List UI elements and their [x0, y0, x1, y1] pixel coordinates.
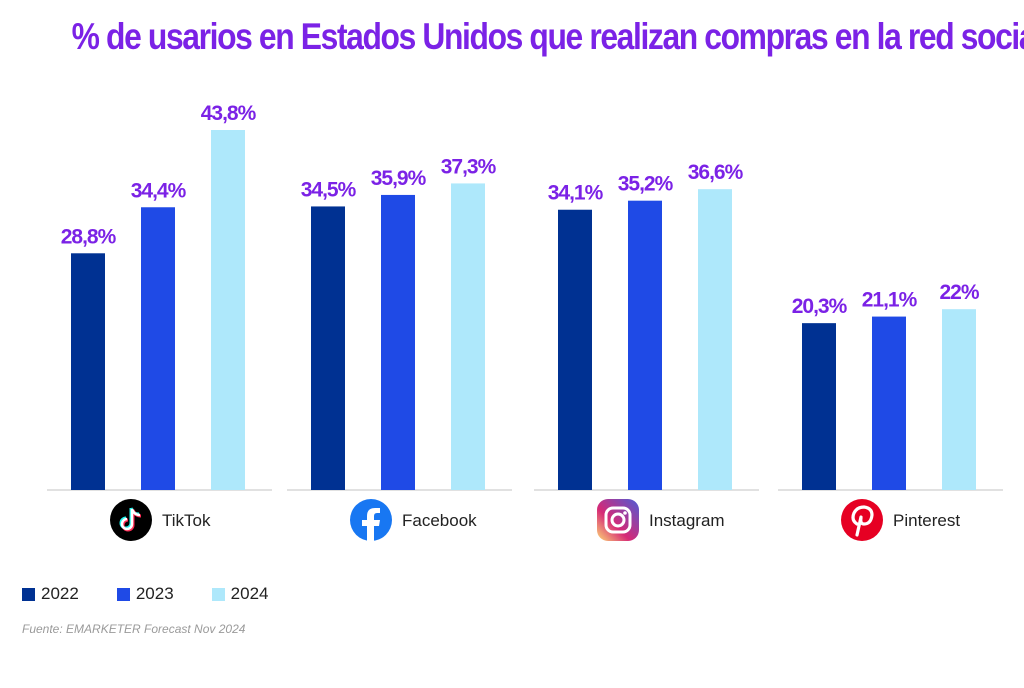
chart-title: % de usarios en Estados Unidos que reali… — [71, 16, 1024, 57]
bar-instagram-2024 — [698, 189, 732, 490]
facebook-icon — [350, 499, 392, 541]
category-label-tiktok: TikTok — [162, 511, 211, 530]
legend-label-2023: 2023 — [135, 584, 174, 603]
bar-pinterest-2022 — [802, 323, 836, 490]
bar-instagram-2023 — [628, 200, 662, 490]
value-label-tiktok-2024: 43,8% — [201, 102, 257, 125]
bar-tiktok-2022 — [71, 253, 105, 490]
legend: 2022 2023 2024 — [22, 584, 306, 604]
instagram-icon — [597, 499, 639, 541]
value-label-facebook-2023: 35,9% — [371, 167, 427, 190]
value-label-layer: 28,8% 34,4% 43,8% 34,5% 35,9% 37,3% 34,1% 35,2%… — [61, 102, 981, 318]
value-label-pinterest-2023: 21,1% — [862, 289, 918, 312]
bar-facebook-2022 — [311, 206, 345, 490]
bar-facebook-2024 — [451, 183, 485, 490]
bar-tiktok-2024 — [211, 130, 245, 490]
legend-label-2024: 2024 — [230, 584, 269, 603]
value-label-pinterest-2022: 20,3% — [792, 295, 848, 318]
legend-swatch-2024 — [211, 587, 225, 601]
category-label-facebook: Facebook — [402, 511, 477, 530]
bar-pinterest-2024 — [942, 309, 976, 490]
bar-instagram-2022 — [558, 209, 592, 491]
source-note: Fuente: EMARKETER Forecast Nov 2024 — [22, 622, 246, 636]
value-label-instagram-2022: 34,1% — [548, 182, 604, 205]
value-label-facebook-2024: 37,3% — [441, 155, 497, 178]
tiktok-icon — [110, 499, 152, 541]
value-label-tiktok-2022: 28,8% — [61, 225, 117, 248]
category-label-instagram: Instagram — [649, 511, 725, 530]
bar-layer — [71, 130, 976, 491]
value-label-tiktok-2023: 34,4% — [131, 179, 187, 202]
bar-pinterest-2023 — [872, 316, 906, 490]
legend-label-2022: 2022 — [41, 584, 79, 603]
pinterest-icon — [841, 499, 883, 541]
value-label-pinterest-2024: 22% — [939, 281, 979, 304]
legend-item-2024: 2024 — [211, 584, 269, 604]
value-label-instagram-2024: 36,6% — [688, 161, 744, 184]
legend-item-2022: 2022 — [22, 584, 79, 604]
category-label-pinterest: Pinterest — [893, 511, 960, 530]
category-layer: TikTok Facebook Instagram Pinterest — [110, 499, 960, 541]
bar-facebook-2023 — [381, 194, 415, 490]
legend-item-2023: 2023 — [116, 584, 174, 604]
legend-swatch-2022 — [22, 587, 35, 601]
bar-tiktok-2023 — [141, 207, 175, 491]
bar-chart: 28,8% 34,4% 43,8% 34,5% 35,9% 37,3% 34,1% 35,2%… — [47, 102, 1003, 541]
value-label-facebook-2022: 34,5% — [301, 178, 357, 201]
value-label-instagram-2023: 35,2% — [618, 173, 674, 196]
legend-swatch-2023 — [116, 587, 130, 601]
